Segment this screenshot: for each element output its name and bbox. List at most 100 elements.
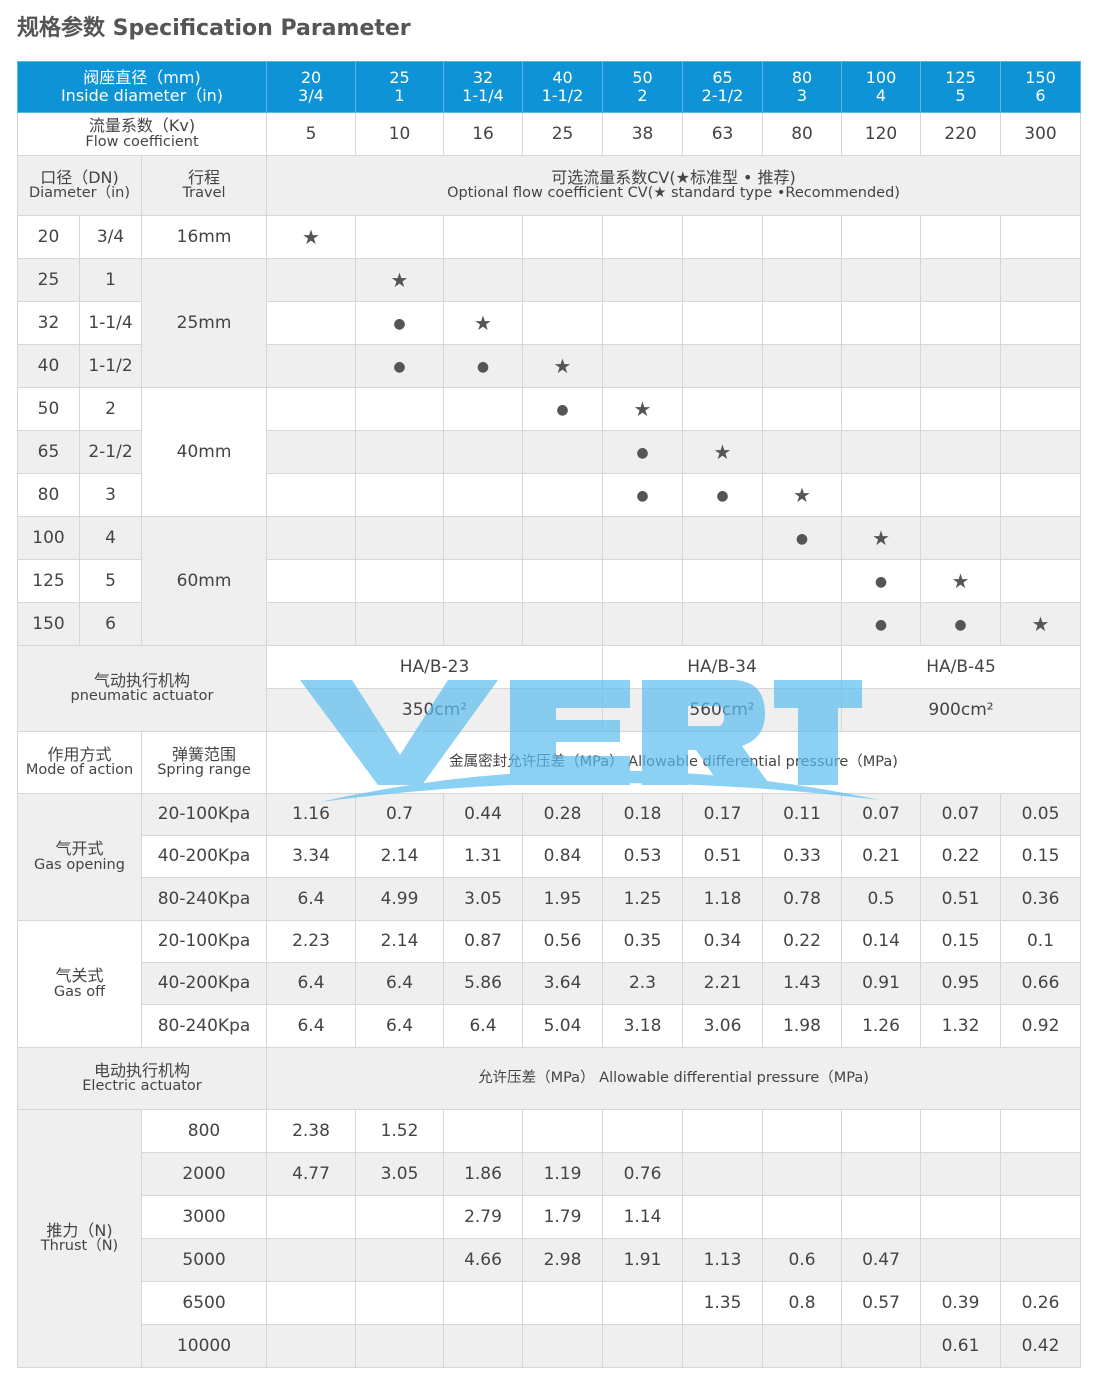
cell — [1000, 258, 1082, 302]
cell-text: 80 — [791, 123, 813, 144]
cell-text: 0.21 — [862, 846, 900, 867]
pressure-value — [682, 1195, 764, 1239]
pressure-value: 3.34 — [266, 835, 357, 878]
pressure-value — [443, 1109, 524, 1153]
pressure-value: 5.86 — [443, 962, 524, 1005]
pressure-value: 6.4 — [443, 1004, 524, 1048]
pressure-row: 80-240Kpa 6.4 4.99 3.05 1.95 1.25 1.18 0.78 0.5 0… — [18, 877, 1082, 921]
cell-text: 40mm — [176, 441, 232, 462]
electric-header-row: 电动执行机构 Electric actuator 允许压差（MPa） Allowab… — [16, 1047, 1082, 1110]
cell-text: 2000 — [182, 1163, 226, 1184]
cell — [841, 387, 922, 431]
cell-text: 100 — [32, 527, 65, 548]
pressure-value: 0.22 — [762, 920, 843, 963]
cell-text: Thrust（N) — [40, 1238, 119, 1255]
cell-text: 20-100Kpa — [157, 804, 251, 825]
star-icon: ★ — [951, 568, 970, 593]
star-mark: ★ — [1000, 602, 1082, 646]
cell — [522, 559, 604, 603]
pressure-value: 0.34 — [682, 920, 764, 963]
dot-mark: ● — [602, 430, 684, 474]
pressure-value — [602, 1281, 684, 1325]
cell-text: 0.51 — [703, 846, 742, 867]
cell — [355, 473, 445, 517]
cell — [762, 215, 843, 259]
travel-value: 40mm — [140, 387, 268, 517]
cell-text: 0.14 — [862, 931, 900, 952]
cell — [355, 387, 445, 431]
cv-row: 65 2-1/2 ● ★ — [17, 430, 1082, 474]
cv-row: 20 3/4 16mm ★ — [17, 215, 1082, 259]
label-en: Inside diameter（in) — [60, 86, 224, 105]
cell — [266, 258, 357, 302]
cell — [762, 344, 843, 388]
cell — [841, 301, 922, 345]
pressure-value — [355, 1281, 445, 1325]
dn-value: 40 — [17, 344, 80, 388]
pressure-value: 0.66 — [1000, 962, 1082, 1005]
inch-value: 2 — [79, 387, 142, 431]
cell — [355, 602, 445, 646]
pressure-value: 0.84 — [522, 835, 604, 878]
cell-text: 1.31 — [464, 846, 502, 867]
cell — [602, 602, 684, 646]
pressure-value: 0.39 — [920, 1281, 1002, 1325]
pressure-value — [682, 1109, 764, 1153]
header-size: 65 2-1/2 — [682, 61, 764, 113]
pressure-value — [762, 1195, 843, 1239]
star-icon: ★ — [302, 224, 320, 249]
spring-range: 40-200Kpa — [140, 962, 268, 1005]
pressure-title: 金属密封允许压差（MPa） Allowable differential pre… — [266, 731, 1082, 794]
cell-text: 0.8 — [788, 1292, 816, 1313]
cell-text: 1.14 — [623, 1206, 662, 1227]
pressure-value — [266, 1195, 357, 1239]
pressure-value: 0.35 — [602, 920, 684, 963]
cell-text: 5.86 — [464, 973, 502, 994]
cell-text: 0.7 — [385, 804, 414, 825]
kv-value: 16 — [443, 112, 524, 156]
cell-text: 0.92 — [1021, 1015, 1060, 1036]
size-in: 1-1/4 — [462, 86, 504, 105]
cell-text: 6.4 — [385, 973, 414, 994]
pressure-value — [920, 1238, 1002, 1282]
cell-text: 3.34 — [292, 846, 330, 867]
cell-text: 气开式 — [55, 839, 104, 859]
pressure-value — [762, 1324, 843, 1368]
cell — [920, 516, 1002, 560]
inch-value: 3 — [79, 473, 142, 517]
cell — [762, 430, 843, 474]
cell-text: Gas opening — [34, 856, 125, 873]
pressure-value: 0.14 — [841, 920, 922, 963]
kv-value: 5 — [266, 112, 357, 156]
cell — [1000, 473, 1082, 517]
pressure-row: 80-240Kpa 6.4 6.4 6.4 5.04 3.18 3.06 1.98 1.26 1.… — [18, 1004, 1082, 1048]
pressure-value: 0.07 — [841, 793, 922, 836]
pressure-value: 4.66 — [443, 1238, 524, 1282]
pressure-value — [443, 1281, 524, 1325]
cell — [443, 430, 524, 474]
cell-text: Travel — [182, 185, 226, 202]
cell — [266, 516, 357, 560]
cell-text: 0.91 — [862, 973, 900, 994]
cell-text: 2.98 — [543, 1249, 582, 1270]
cell-text: 流量系数（Kv) — [88, 116, 196, 136]
cell-text: 1.95 — [543, 888, 582, 909]
cell — [522, 258, 604, 302]
cell-text: 0.07 — [941, 804, 980, 825]
page-title: 规格参数 Specification Parameter — [17, 16, 411, 41]
cell-text: 2.79 — [464, 1206, 502, 1227]
pressure-value — [762, 1152, 843, 1196]
cell-text: pneumatic actuator — [70, 688, 214, 705]
cell-text: 金属密封允许压差（MPa） Allowable differential pre… — [449, 753, 898, 770]
pressure-value: 1.32 — [920, 1004, 1002, 1048]
cell — [355, 215, 445, 259]
pressure-value: 0.92 — [1000, 1004, 1082, 1048]
cell — [266, 473, 357, 517]
inch-value: 1-1/2 — [79, 344, 142, 388]
mode-header: 作用方式 Mode of action — [17, 731, 142, 794]
cell-text: 80 — [37, 484, 60, 505]
label-cn: 阀座直径（mm) — [83, 68, 201, 88]
cell — [522, 301, 604, 345]
cell-text: 2-1/2 — [88, 441, 133, 462]
cell-text: 0.42 — [1021, 1335, 1060, 1356]
